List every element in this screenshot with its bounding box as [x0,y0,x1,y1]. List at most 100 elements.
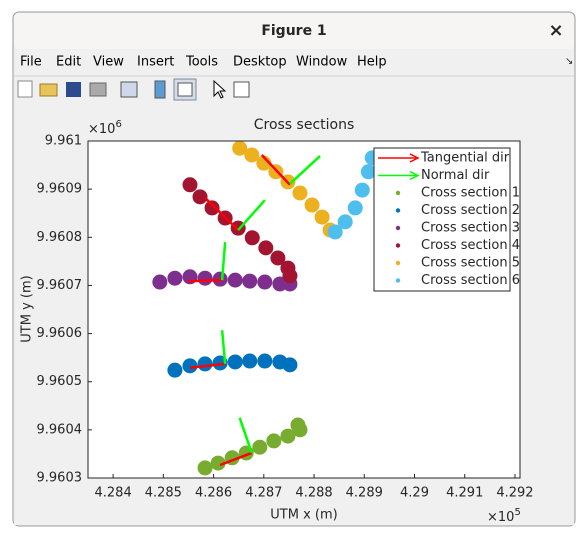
point [197,270,213,286]
legend-label: Normal dir [421,168,490,183]
y-tick-label: 9.9607 [37,278,83,293]
direction-line [260,154,291,186]
point [257,274,273,290]
x-tick-label: 4.287 [245,486,282,501]
tool-inspector[interactable] [233,81,250,98]
point [314,209,330,225]
point [282,357,298,373]
x-tick-label: 4.286 [195,486,232,501]
point [270,250,286,266]
menu-item[interactable]: Insert [137,55,174,70]
legend-label: Cross section 2 [421,203,520,218]
point [232,140,248,156]
legend-label: Cross section 6 [421,273,520,288]
x-tick-label: 4.288 [295,486,332,501]
x-tick-label: 4.284 [95,486,132,501]
tool-colorbar[interactable] [154,80,166,99]
point [227,354,243,370]
menu-item[interactable]: Desktop [233,55,287,70]
legend: Tangential dir Normal dir Cross section 1 C… [373,147,520,292]
direction-line [238,417,253,454]
point [258,240,274,256]
tool-open[interactable] [39,83,58,97]
menu-item[interactable]: File [20,55,42,70]
point [257,353,273,369]
tool-new[interactable] [17,80,33,98]
x-multiplier: ×105 [487,507,521,525]
menu-items: File Edit View Insert Tools Desktop Window Help [20,55,387,70]
y-tick-label: 9.9609 [37,182,83,197]
menu-item[interactable]: Help [357,55,387,70]
tool-legend-icon [177,82,193,97]
point [347,200,363,216]
legend-label: Cross section 5 [421,256,520,271]
menu-item[interactable]: Window [296,55,348,70]
point [304,197,320,213]
legend-marker [395,260,401,266]
point [266,433,282,449]
tool-link[interactable] [120,81,138,98]
menu-item[interactable]: Edit [56,55,81,70]
legend-marker [395,243,401,248]
point [182,177,198,193]
y-tick-label: 9.961 [45,134,82,149]
direction-line [219,451,253,467]
window-title: Figure 1 [261,23,326,39]
point [167,362,183,378]
point [244,230,260,246]
chart-title: Cross sections [254,117,355,133]
point [354,182,370,198]
title-bar [14,13,574,49]
tool-pointer[interactable] [213,79,227,99]
y-multiplier-exponent: 6 [115,119,121,130]
point [282,268,298,284]
direction-line [289,155,321,185]
point [280,428,296,444]
y-multiplier-base: ×10 [88,122,115,137]
y-tick-label: 9.9605 [37,374,83,389]
tool-print[interactable] [89,82,107,97]
legend-marker [395,278,401,283]
point [197,460,213,476]
point [292,185,308,201]
legend-marker [395,190,401,196]
point [244,147,260,163]
direction-line [204,196,240,231]
y-axis-label: UTM y (m) [20,275,35,342]
x-multiplier-base: ×10 [487,510,514,525]
direction-line [220,242,227,281]
y-multiplier: ×106 [88,119,122,137]
menu-item[interactable]: Tools [185,55,218,70]
menu-arrow: ↘ [565,56,573,67]
point [242,353,258,369]
legend-marker [395,225,401,231]
y-tick-label: 9.9604 [37,422,83,437]
x-tick-label: 4.29 [400,486,429,501]
point [210,455,226,471]
legend-label: Cross section 3 [421,221,520,236]
legend-arrow [409,170,420,181]
y-tick-label: 9.9606 [37,326,83,341]
close-button[interactable]: × [548,20,563,41]
point [192,189,208,205]
x-tick-label: 4.291 [446,486,483,501]
point [167,270,183,286]
y-tick-label: 9.9603 [37,471,83,486]
legend-label: Cross section 4 [421,238,520,253]
point [360,164,376,180]
point [327,224,343,240]
direction-line [189,362,226,369]
axes-box [87,140,521,479]
y-tick-label: 9.9608 [37,230,83,245]
x-tick-label: 4.285 [145,486,182,501]
x-tick-label: 4.292 [496,486,533,501]
tool-save[interactable] [66,82,81,97]
point [252,439,268,455]
direction-line [237,199,266,231]
point [242,273,258,289]
menu-item[interactable]: View [93,55,124,70]
x-axis-label: UTM x (m) [270,508,337,523]
menu-bar [14,49,574,75]
point [204,200,220,216]
